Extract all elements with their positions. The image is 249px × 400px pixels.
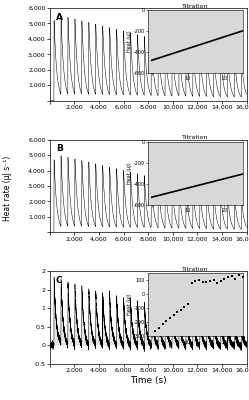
Text: Heat rate (µJ s⁻¹): Heat rate (µJ s⁻¹) (3, 155, 12, 221)
Text: B: B (56, 144, 62, 153)
Text: A: A (56, 13, 63, 22)
Text: C: C (56, 276, 62, 285)
X-axis label: Time (s): Time (s) (130, 376, 167, 385)
